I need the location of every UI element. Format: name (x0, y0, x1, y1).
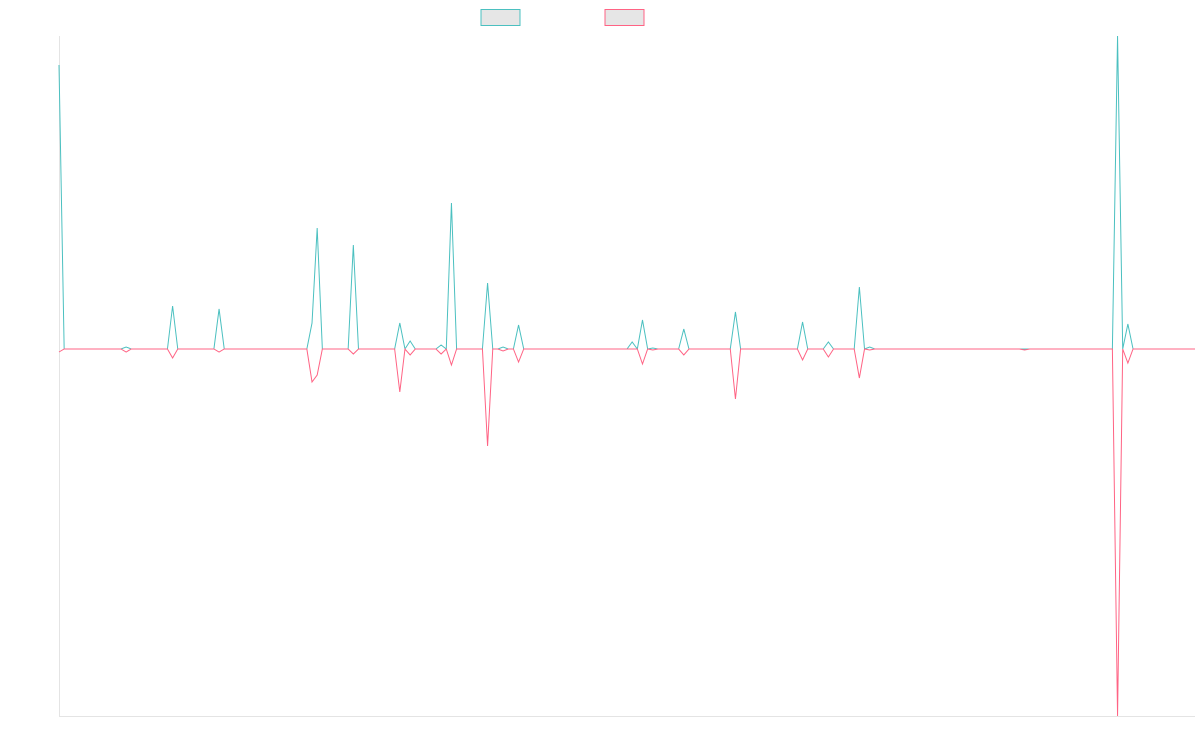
legend-swatch (604, 9, 645, 26)
legend-swatch (480, 9, 521, 26)
series-line (58, 347, 1195, 717)
legend (480, 9, 645, 26)
series-line (58, 35, 1195, 351)
